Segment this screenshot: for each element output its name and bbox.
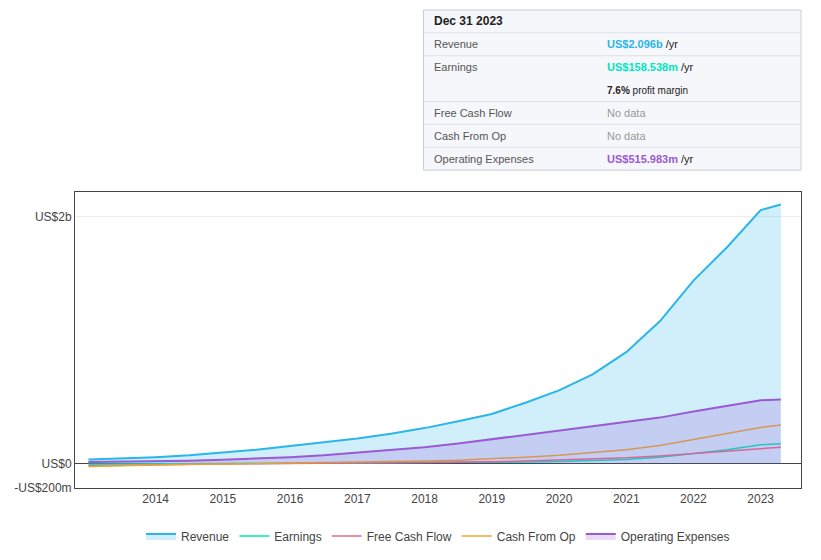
- svg-text:-US$200m: -US$200m: [14, 481, 71, 495]
- svg-text:7.6% profit margin: 7.6% profit margin: [607, 85, 688, 96]
- svg-text:US$2.096b /yr: US$2.096b /yr: [607, 38, 678, 50]
- svg-text:Revenue: Revenue: [434, 38, 478, 50]
- svg-text:Dec 31 2023: Dec 31 2023: [434, 14, 503, 28]
- svg-text:No data: No data: [607, 107, 646, 119]
- svg-text:Revenue: Revenue: [181, 530, 229, 544]
- svg-text:Earnings: Earnings: [434, 61, 478, 73]
- svg-text:US$2b: US$2b: [35, 210, 72, 224]
- svg-text:2015: 2015: [210, 492, 237, 506]
- svg-text:2019: 2019: [478, 492, 505, 506]
- svg-text:2014: 2014: [142, 492, 169, 506]
- svg-text:No data: No data: [607, 130, 646, 142]
- svg-text:Operating Expenses: Operating Expenses: [434, 153, 534, 165]
- svg-text:2017: 2017: [344, 492, 371, 506]
- svg-text:2022: 2022: [680, 492, 707, 506]
- svg-text:Free Cash Flow: Free Cash Flow: [367, 530, 452, 544]
- svg-text:US$515.983m /yr: US$515.983m /yr: [607, 153, 694, 165]
- svg-text:Free Cash Flow: Free Cash Flow: [434, 107, 512, 119]
- svg-text:2016: 2016: [277, 492, 304, 506]
- svg-text:Earnings: Earnings: [274, 530, 321, 544]
- svg-text:2018: 2018: [411, 492, 438, 506]
- svg-text:2020: 2020: [546, 492, 573, 506]
- svg-text:Cash From Op: Cash From Op: [497, 530, 576, 544]
- svg-text:US$0: US$0: [42, 457, 72, 471]
- svg-text:Operating Expenses: Operating Expenses: [621, 530, 730, 544]
- svg-text:2021: 2021: [613, 492, 640, 506]
- svg-text:US$158.538m /yr: US$158.538m /yr: [607, 61, 694, 73]
- svg-text:2023: 2023: [747, 492, 774, 506]
- svg-text:Cash From Op: Cash From Op: [434, 130, 506, 142]
